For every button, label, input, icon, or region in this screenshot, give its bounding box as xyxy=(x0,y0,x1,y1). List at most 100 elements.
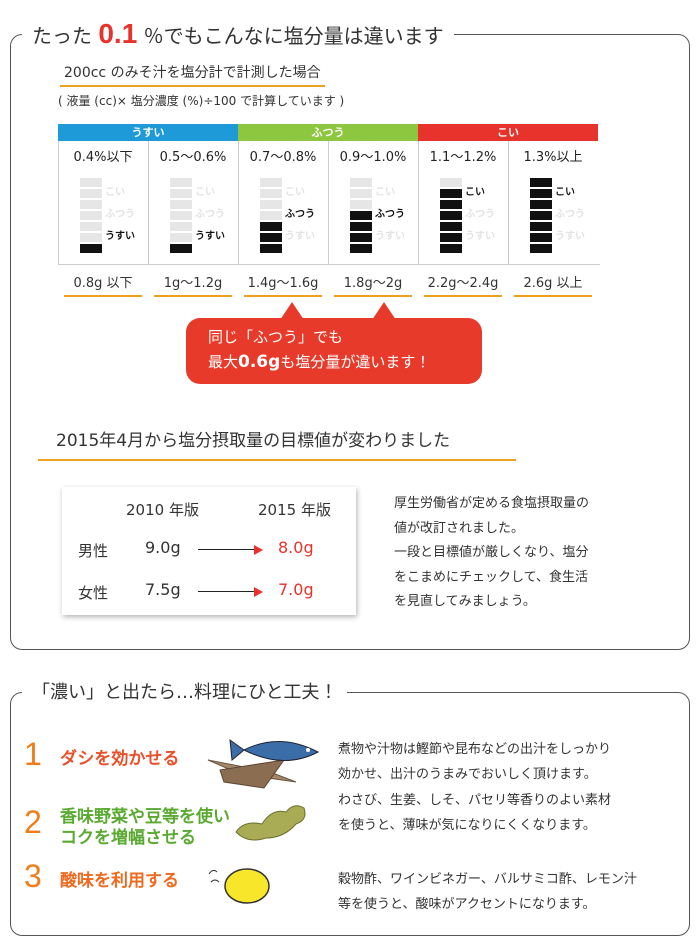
title-text: ％でもこんなに塩分量は違います xyxy=(143,24,444,48)
row-label: 女性 xyxy=(78,584,109,602)
meter-label: こい xyxy=(465,187,485,198)
callout-line: 最大0.6gも塩分量が違います！ xyxy=(208,351,430,372)
col-divider xyxy=(508,141,509,264)
salt-table: うすい ふつう こい 0.4%以下 こい ふつう うすい 0.5〜0.6% こい ふつう うすい 0.… xyxy=(58,124,600,265)
description-line: 一段と目標値が厳しくなり、塩分 xyxy=(394,545,589,560)
group-header: うすい xyxy=(58,124,238,141)
tip-description: を使うと、薄味が気になりにくくなります。 xyxy=(338,817,596,833)
meter-bar xyxy=(440,222,462,231)
col-divider xyxy=(58,141,59,264)
meter-bar xyxy=(260,200,282,209)
amount: 1.8g〜2g xyxy=(334,272,412,297)
target-card xyxy=(62,487,356,615)
meter-bar xyxy=(260,178,282,187)
amount: 0.8g 以下 xyxy=(64,272,142,297)
meter-bar xyxy=(530,244,552,253)
meter-bar xyxy=(260,222,282,231)
meter-label: うすい xyxy=(285,231,315,242)
meter: こい ふつう うすい xyxy=(260,178,324,256)
arrow-head xyxy=(254,587,263,597)
meter-bar xyxy=(440,200,462,209)
meter-label: こい xyxy=(375,187,395,198)
meter-bar xyxy=(440,189,462,198)
callout-line: 同じ「ふつう」でも xyxy=(208,328,344,346)
meter-label: ふつう xyxy=(285,209,315,220)
meter-label: こい xyxy=(105,187,125,198)
amount-row: 0.8g 以下 1g〜1.2g 1.4g〜1.6g 1.8g〜2g 2.2g〜2.4g 2… xyxy=(58,268,600,298)
meter-bar xyxy=(350,200,372,209)
meter-bar xyxy=(80,233,102,242)
meter-bar xyxy=(350,178,372,187)
description-line: 値が改訂されました。 xyxy=(394,520,525,536)
meter-bar xyxy=(80,222,102,231)
meter-bar xyxy=(350,244,372,253)
meter-bar xyxy=(170,189,192,198)
range-label: 0.7〜0.8% xyxy=(249,150,317,165)
range-label: 1.1〜1.2% xyxy=(429,150,497,165)
col-divider xyxy=(148,141,149,264)
fish-illustration xyxy=(207,738,320,789)
tip-label: コクを増幅させる xyxy=(60,828,196,848)
callout-text: も塩分量が違います！ xyxy=(280,353,431,371)
section-title: 「濃い」と出たら…料理にひと工夫！ xyxy=(22,676,348,710)
meter-label: ふつう xyxy=(375,209,405,220)
meter-bar xyxy=(350,222,372,231)
title-text: たった xyxy=(32,24,92,48)
tip-description: 煮物や汁物は鰹節や昆布などの出汁をしっかり xyxy=(338,742,612,757)
group-header: ふつう xyxy=(238,124,418,141)
tip-label: 香味野菜や豆等を使い xyxy=(60,807,230,827)
tip-label: 酸味を利用する xyxy=(60,871,179,891)
meter-bar xyxy=(530,222,552,231)
meter-bar xyxy=(170,244,192,253)
col-header: 2015 年版 xyxy=(258,501,331,519)
title-number: 0.1 xyxy=(98,18,138,49)
meter-label: うすい xyxy=(555,231,585,242)
callout-shape xyxy=(186,302,482,384)
meter-bar xyxy=(530,233,552,242)
col-divider xyxy=(238,141,239,264)
meter-label: こい xyxy=(195,187,215,198)
meter-bar xyxy=(350,233,372,242)
col-divider xyxy=(418,141,419,264)
meter-bar xyxy=(350,211,372,220)
arrow-head xyxy=(254,545,263,555)
section-heading: 2015年4月から塩分摂取量の目標値が変わりました xyxy=(38,426,516,461)
meter-label: うすい xyxy=(375,231,405,242)
meter-bar xyxy=(80,189,102,198)
meter: こい ふつう うすい xyxy=(80,178,144,256)
meter: こい ふつう うすい xyxy=(530,178,594,256)
range-label: 0.5〜0.6% xyxy=(159,150,227,165)
meter-bar xyxy=(80,200,102,209)
meter-bar xyxy=(260,244,282,253)
col-header: 2010 年版 xyxy=(126,501,199,519)
old-value: 9.0g xyxy=(145,538,181,557)
meter-bar xyxy=(530,189,552,198)
meter-label: うすい xyxy=(195,231,225,242)
tip-description: 効かせ、出汁のうまみでおいしく頂けます。 xyxy=(338,766,597,782)
old-value: 7.5g xyxy=(145,580,181,599)
section-frame xyxy=(10,692,690,936)
range-label: 0.9〜1.0% xyxy=(339,150,407,165)
meter-bar xyxy=(530,200,552,209)
amount: 1g〜1.2g xyxy=(154,272,232,297)
meter-bar xyxy=(170,222,192,231)
meter-bar xyxy=(530,211,552,220)
lemon-illustration xyxy=(208,868,270,904)
meter-bar xyxy=(260,233,282,242)
meter-bar xyxy=(170,178,192,187)
range-label: 0.4%以下 xyxy=(73,150,133,165)
arrow xyxy=(198,591,254,592)
meter-bar xyxy=(530,178,552,187)
tip-description: 穀物酢、ワインビネガー、バルサミコ酢、レモン汁 xyxy=(338,872,637,887)
meter-bar xyxy=(350,189,372,198)
range-label: 1.3%以上 xyxy=(523,150,583,165)
description-line: を見直してみましょう。 xyxy=(394,594,536,609)
callout-text: 最大 xyxy=(208,353,239,371)
meter-bar xyxy=(170,200,192,209)
meter-bar xyxy=(80,178,102,187)
col-divider xyxy=(328,141,329,264)
meter-bar xyxy=(440,211,462,220)
meter-label: こい xyxy=(285,187,305,198)
meter-bar xyxy=(80,211,102,220)
ginger-illustration xyxy=(235,805,306,841)
